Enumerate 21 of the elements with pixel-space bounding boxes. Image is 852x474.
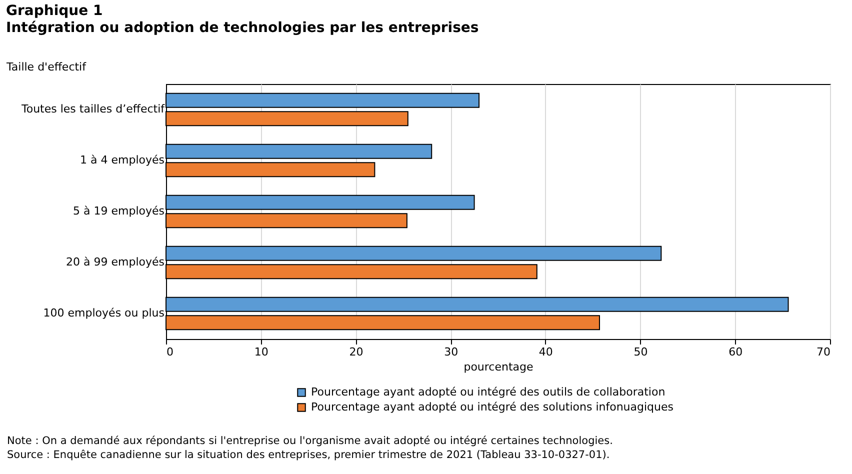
y-tick-label: 20 à 99 employés bbox=[66, 256, 165, 268]
chart-subtitle: Intégration ou adoption de technologies par les entreprises bbox=[6, 20, 479, 36]
y-tick-label: 100 employés ou plus bbox=[43, 306, 165, 320]
x-tick-label: 10 bbox=[254, 346, 268, 358]
y-tick-label: Toutes les tailles d’effectif bbox=[20, 102, 166, 116]
legend-label: Pourcentage ayant adopté ou intégré des solutions infonuagiques bbox=[311, 400, 674, 414]
x-tick-label: 0 bbox=[166, 346, 174, 358]
text: Graphique 1 bbox=[6, 3, 103, 19]
x-tick-label: 50 bbox=[634, 346, 648, 358]
x-tick-label: 40 bbox=[538, 346, 553, 358]
y-tick-label: 5 à 19 employés bbox=[73, 204, 165, 218]
x-tick-label: 20 bbox=[349, 346, 364, 358]
y-axis-title: Taille d'effectif bbox=[6, 60, 88, 74]
y-tick-label: 1 à 4 employés bbox=[80, 154, 165, 166]
text: Note : On a demandé aux répondants si l'entreprise ou l'organisme avait adopté ou intégré certaines technologies. bbox=[7, 435, 613, 447]
legend-label: Pourcentage ayant adopté ou intégré des outils de collaboration bbox=[311, 386, 666, 398]
x-tick-label: 30 bbox=[444, 346, 458, 358]
x-axis-title: pourcentage bbox=[464, 360, 534, 374]
x-tick-label: 70 bbox=[816, 346, 830, 358]
source-note: Source : Enquête canadienne sur la situation des entreprises, premier trimestre de 2021 (Tableau 33-10-0327-01). bbox=[7, 449, 610, 461]
x-tick-label: 60 bbox=[728, 346, 743, 358]
